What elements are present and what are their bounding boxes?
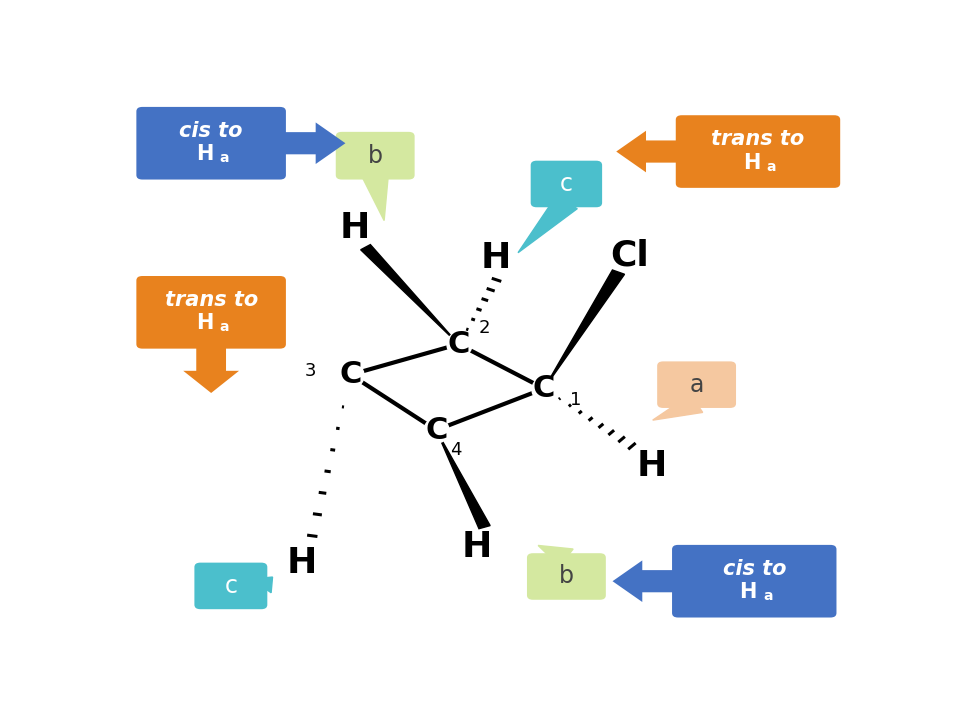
Text: C: C [340, 360, 362, 390]
FancyBboxPatch shape [527, 553, 606, 600]
Text: 2: 2 [479, 318, 491, 336]
Text: c: c [560, 172, 573, 196]
Polygon shape [361, 245, 459, 344]
Text: b: b [559, 564, 574, 588]
Polygon shape [362, 174, 389, 220]
FancyBboxPatch shape [658, 361, 736, 408]
Text: H: H [287, 546, 318, 580]
Text: 4: 4 [450, 441, 462, 459]
Text: a: a [763, 589, 773, 603]
Text: b: b [368, 144, 383, 168]
Text: H: H [197, 144, 214, 164]
Text: Cl: Cl [611, 238, 649, 272]
FancyArrow shape [612, 560, 678, 602]
FancyBboxPatch shape [336, 132, 415, 179]
Text: C: C [425, 415, 447, 445]
Polygon shape [436, 430, 491, 528]
Text: H: H [481, 241, 511, 275]
Text: cis to: cis to [180, 121, 243, 141]
Text: a: a [220, 320, 229, 334]
FancyBboxPatch shape [136, 107, 286, 179]
FancyArrow shape [183, 344, 239, 393]
Text: c: c [225, 574, 237, 598]
FancyBboxPatch shape [531, 161, 602, 207]
Text: trans to: trans to [164, 290, 258, 310]
Text: H: H [339, 211, 370, 245]
Text: H: H [197, 313, 214, 333]
Text: C: C [447, 330, 469, 359]
Text: H: H [743, 153, 760, 173]
Text: trans to: trans to [711, 130, 804, 149]
FancyBboxPatch shape [672, 545, 836, 618]
Polygon shape [544, 270, 625, 389]
Text: H: H [739, 582, 757, 603]
FancyBboxPatch shape [676, 115, 840, 188]
Text: 3: 3 [304, 362, 316, 380]
Text: cis to: cis to [723, 559, 786, 579]
Text: H: H [462, 529, 492, 564]
FancyArrow shape [616, 131, 682, 172]
Polygon shape [252, 577, 273, 593]
FancyArrow shape [280, 122, 346, 164]
Polygon shape [539, 546, 573, 566]
Polygon shape [653, 395, 703, 420]
Text: a: a [767, 160, 776, 174]
Text: a: a [689, 373, 704, 397]
FancyBboxPatch shape [194, 562, 267, 609]
Text: a: a [220, 151, 229, 165]
Text: H: H [636, 449, 667, 483]
Text: C: C [533, 374, 555, 403]
Polygon shape [518, 197, 577, 253]
Text: 1: 1 [570, 391, 582, 409]
FancyBboxPatch shape [136, 276, 286, 348]
